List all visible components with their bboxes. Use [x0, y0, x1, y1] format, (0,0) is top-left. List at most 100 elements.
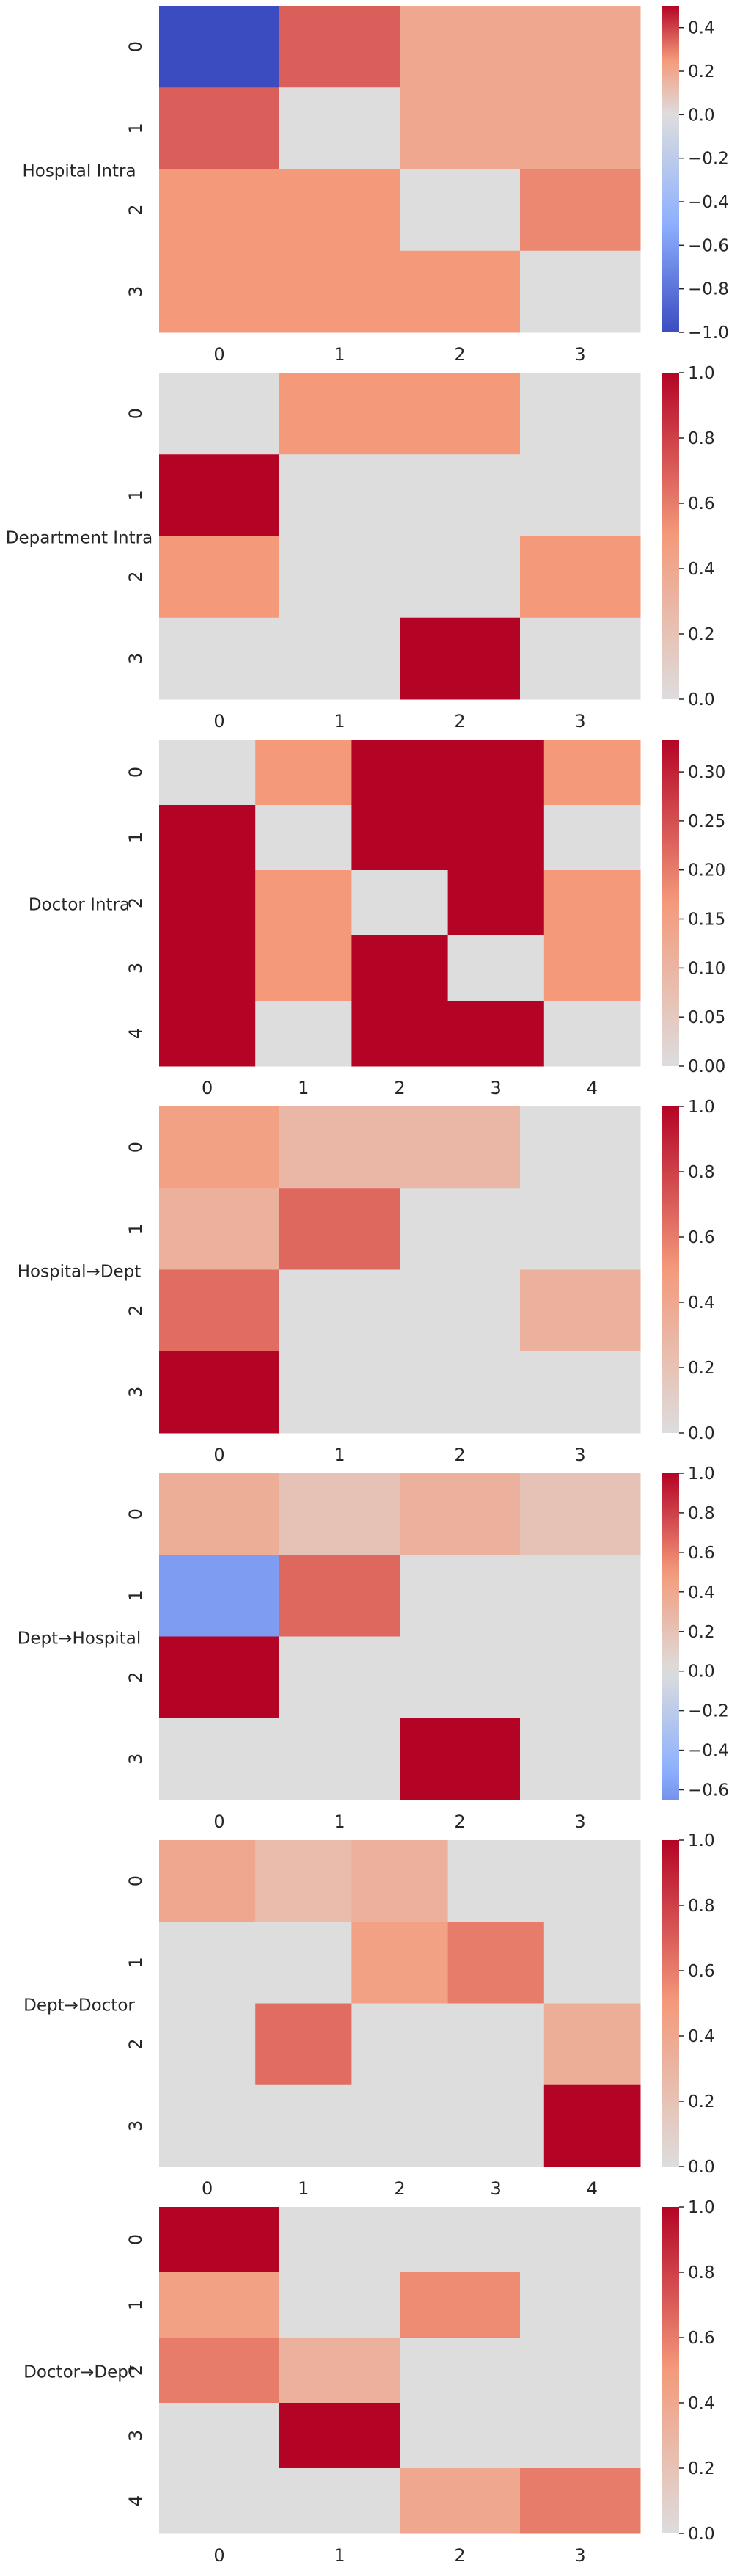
colorbar-tick-label-5-2: 0.6 — [688, 1962, 715, 1981]
heatmap-cell-1-1-2 — [400, 454, 521, 536]
heatmap-cell-5-0-0 — [159, 1840, 256, 1922]
y-tick-label-2-3: 3 — [125, 963, 146, 974]
heatmap-cell-4-1-0 — [159, 1555, 280, 1637]
panel-label-4: Dept→Hospital — [18, 1630, 142, 1649]
heatmap-cell-6-4-0 — [159, 2468, 280, 2534]
heatmap-cell-4-3-1 — [279, 1718, 400, 1800]
heatmap-cell-6-2-3 — [520, 2338, 641, 2404]
heatmap-cell-0-2-1 — [279, 169, 400, 252]
heatmap-cell-5-3-4 — [543, 2084, 641, 2167]
heatmap-cell-3-0-1 — [279, 1106, 400, 1189]
heatmap-cell-5-0-4 — [543, 1840, 641, 1922]
x-tick-label-5-1: 1 — [298, 2178, 309, 2199]
heatmap-cell-6-2-1 — [279, 2338, 400, 2404]
heatmap-cell-2-0-3 — [447, 740, 545, 806]
colorbar-tick-label-0-2: 0.0 — [688, 106, 715, 125]
colorbar-tick-label-6-0: 1.0 — [688, 2198, 715, 2217]
heatmap-cell-5-3-3 — [447, 2084, 545, 2167]
x-tick-label-0-1: 1 — [334, 344, 345, 365]
colorbar-tick-label-1-2: 0.6 — [688, 495, 715, 514]
heatmap-cell-2-0-1 — [255, 740, 352, 806]
y-tick-label-1-2: 2 — [125, 571, 146, 582]
colorbar-tick-label-5-3: 0.4 — [688, 2027, 715, 2046]
y-tick-label-0-1: 1 — [125, 123, 146, 134]
heatmap-cell-4-0-0 — [159, 1473, 280, 1555]
heatmap-cell-2-2-0 — [159, 870, 256, 936]
heatmap-cell-2-3-4 — [543, 935, 641, 1001]
heatmap-cell-1-3-3 — [520, 617, 641, 700]
y-tick-label-2-4: 4 — [125, 1028, 146, 1039]
heatmap-cell-3-2-2 — [400, 1269, 521, 1352]
heatmap-cell-3-2-0 — [159, 1269, 280, 1352]
colorbar-tick-label-2-0: 0.30 — [688, 763, 725, 782]
heatmap-cell-0-0-1 — [279, 6, 400, 88]
colorbar-tick-label-5-0: 1.0 — [688, 1831, 715, 1850]
x-tick-label-1-2: 2 — [454, 711, 465, 731]
heatmap-cell-1-1-3 — [520, 454, 641, 536]
colorbar-tick-label-2-2: 0.20 — [688, 861, 725, 880]
heatmap-cell-3-3-3 — [520, 1351, 641, 1434]
heatmap-cell-6-0-3 — [520, 2207, 641, 2273]
colorbar-tick-label-0-0: 0.4 — [688, 19, 715, 38]
heatmap-panel-4: 0 1 2 3 0 1 2 3 Dept→Hospital 1.0 0.8 0.6 0.4 0.2 0.0 −… — [18, 1464, 729, 1832]
colorbar-tick-label-0-4: −0.4 — [688, 193, 729, 212]
heatmap-cell-1-3-2 — [400, 617, 521, 700]
heatmap-cell-1-0-2 — [400, 373, 521, 455]
heatmap-cell-3-2-1 — [279, 1269, 400, 1352]
heatmap-cell-2-0-2 — [351, 740, 449, 806]
heatmap-cell-2-4-2 — [351, 1001, 449, 1067]
heatmap-cell-0-1-1 — [279, 87, 400, 169]
heatmap-cell-2-4-3 — [447, 1001, 545, 1067]
heatmap-cell-4-0-2 — [400, 1473, 521, 1555]
heatmap-cell-5-1-1 — [255, 1922, 352, 2004]
heatmap-cell-6-1-2 — [400, 2272, 521, 2338]
y-tick-label-3-1: 1 — [125, 1223, 146, 1234]
x-tick-label-3-1: 1 — [334, 1445, 345, 1465]
colorbar-tick-label-1-0: 1.0 — [688, 364, 715, 383]
heatmap-cell-3-3-2 — [400, 1351, 521, 1434]
heatmap-cell-6-0-0 — [159, 2207, 280, 2273]
y-tick-label-4-0: 0 — [125, 1508, 146, 1519]
y-tick-label-6-0: 0 — [125, 2234, 146, 2245]
heatmap-cell-2-1-2 — [351, 805, 449, 871]
heatmap-cell-2-0-4 — [543, 740, 641, 806]
y-tick-label-6-4: 4 — [125, 2495, 146, 2506]
heatmap-cell-0-3-1 — [279, 250, 400, 333]
heatmap-cell-6-3-2 — [400, 2403, 521, 2469]
panel-label-0: Hospital Intra — [22, 162, 136, 181]
heatmap-cell-0-1-3 — [520, 87, 641, 169]
heatmap-cell-2-2-4 — [543, 870, 641, 936]
heatmap-cell-4-1-3 — [520, 1555, 641, 1637]
heatmap-cell-2-2-1 — [255, 870, 352, 936]
y-tick-label-5-1: 1 — [125, 1957, 146, 1968]
y-tick-label-6-3: 3 — [125, 2430, 146, 2441]
colorbar-tick-label-0-3: −0.2 — [688, 150, 729, 169]
y-tick-label-4-1: 1 — [125, 1590, 146, 1601]
colorbar-tick-label-2-5: 0.05 — [688, 1008, 725, 1027]
heatmap-cell-3-1-1 — [279, 1188, 400, 1270]
y-tick-label-5-2: 2 — [125, 2038, 146, 2049]
heatmap-cell-2-3-3 — [447, 935, 545, 1001]
heatmap-cell-5-0-1 — [255, 1840, 352, 1922]
y-tick-label-1-3: 3 — [125, 653, 146, 664]
y-tick-label-5-3: 3 — [125, 2120, 146, 2131]
heatmap-cell-3-1-2 — [400, 1188, 521, 1270]
heatmap-cell-6-3-3 — [520, 2403, 641, 2469]
heatmap-cell-3-2-3 — [520, 1269, 641, 1352]
colorbar-tick-label-2-1: 0.25 — [688, 812, 725, 831]
colorbar-tick-label-4-1: 0.8 — [688, 1504, 715, 1523]
heatmap-panel-0: 0 1 2 3 0 1 2 3 Hospital Intra 0.4 0.2 0.0 −0.2 −0.4 −… — [22, 6, 729, 365]
heatmap-cell-5-1-0 — [159, 1922, 256, 2004]
heatmap-cell-2-1-0 — [159, 805, 256, 871]
x-tick-label-3-0: 0 — [213, 1445, 224, 1465]
colorbar-tick-label-4-8: −0.6 — [688, 1781, 729, 1800]
colorbar-tick-label-2-3: 0.15 — [688, 911, 725, 930]
x-tick-label-2-0: 0 — [202, 1078, 213, 1098]
heatmap-cell-4-0-1 — [279, 1473, 400, 1555]
panel-label-5: Dept→Doctor — [23, 1996, 135, 2015]
heatmap-cell-1-1-1 — [279, 454, 400, 536]
heatmap-cell-2-4-0 — [159, 1001, 256, 1067]
y-tick-label-5-0: 0 — [125, 1875, 146, 1886]
heatmap-cell-1-0-0 — [159, 373, 280, 455]
heatmap-cell-4-1-1 — [279, 1555, 400, 1637]
